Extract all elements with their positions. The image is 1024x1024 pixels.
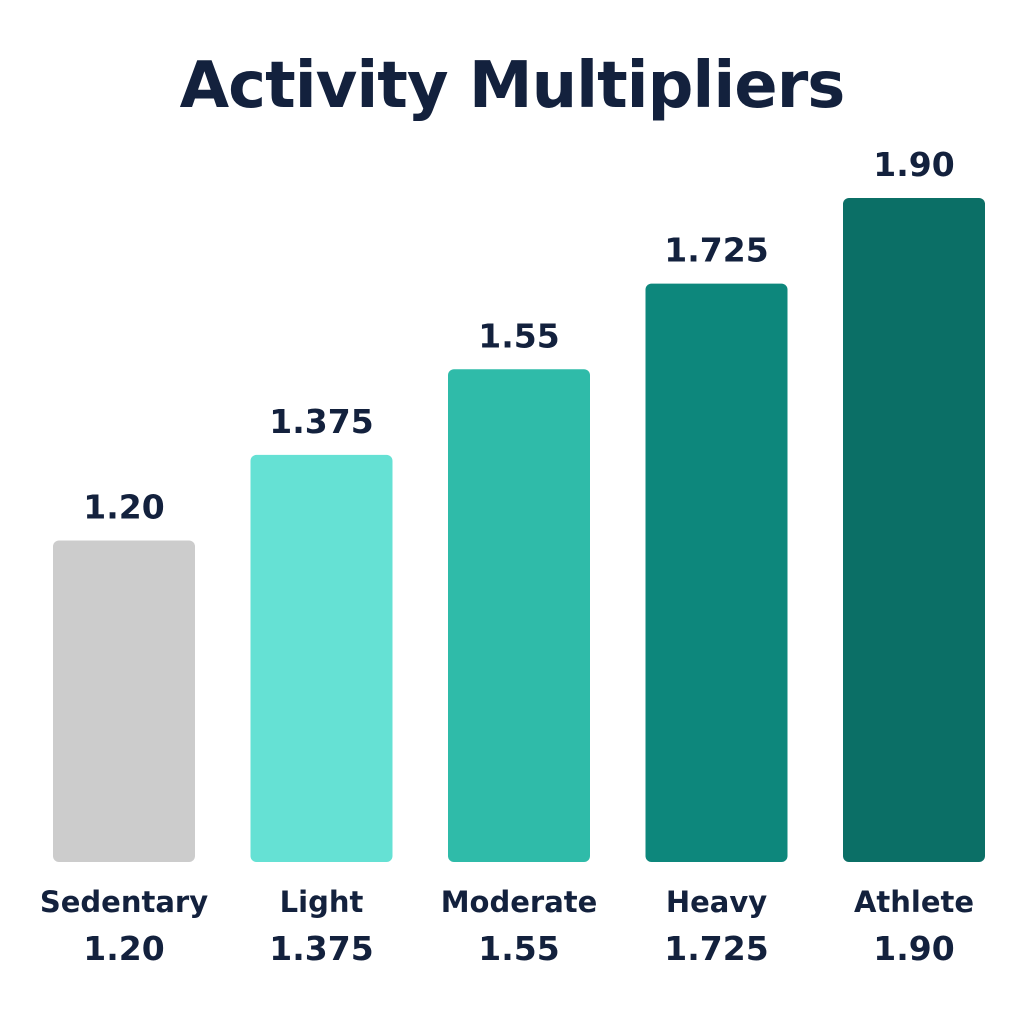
category-label-light: Light <box>280 885 364 919</box>
bar-sedentary <box>53 540 195 862</box>
bars-group <box>53 198 985 863</box>
category-label-sedentary: Sedentary <box>40 885 208 919</box>
bar-athlete <box>843 198 985 862</box>
category-labels-group: Sedentary 1.20 Light 1.375 Moderate 1.55 Heavy… <box>40 885 974 968</box>
category-value-athlete: 1.90 <box>873 929 954 968</box>
category-value-heavy: 1.725 <box>664 929 768 968</box>
value-labels-group: 1.20 1.375 1.55 1.725 1.90 <box>83 145 954 527</box>
bar-moderate <box>448 369 590 862</box>
value-label-sedentary: 1.20 <box>83 488 164 527</box>
value-label-light: 1.375 <box>269 402 373 441</box>
category-label-moderate: Moderate <box>441 885 598 919</box>
category-value-light: 1.375 <box>269 929 373 968</box>
category-label-athlete: Athlete <box>854 885 974 919</box>
bar-heavy <box>645 283 788 863</box>
bar-light <box>250 454 393 862</box>
category-value-moderate: 1.55 <box>478 929 559 968</box>
value-label-heavy: 1.725 <box>664 231 768 270</box>
chart-title: Activity Multipliers <box>179 49 846 123</box>
category-value-sedentary: 1.20 <box>83 929 164 968</box>
value-label-moderate: 1.55 <box>478 316 559 355</box>
category-label-heavy: Heavy <box>666 885 767 919</box>
value-label-athlete: 1.90 <box>873 145 954 184</box>
